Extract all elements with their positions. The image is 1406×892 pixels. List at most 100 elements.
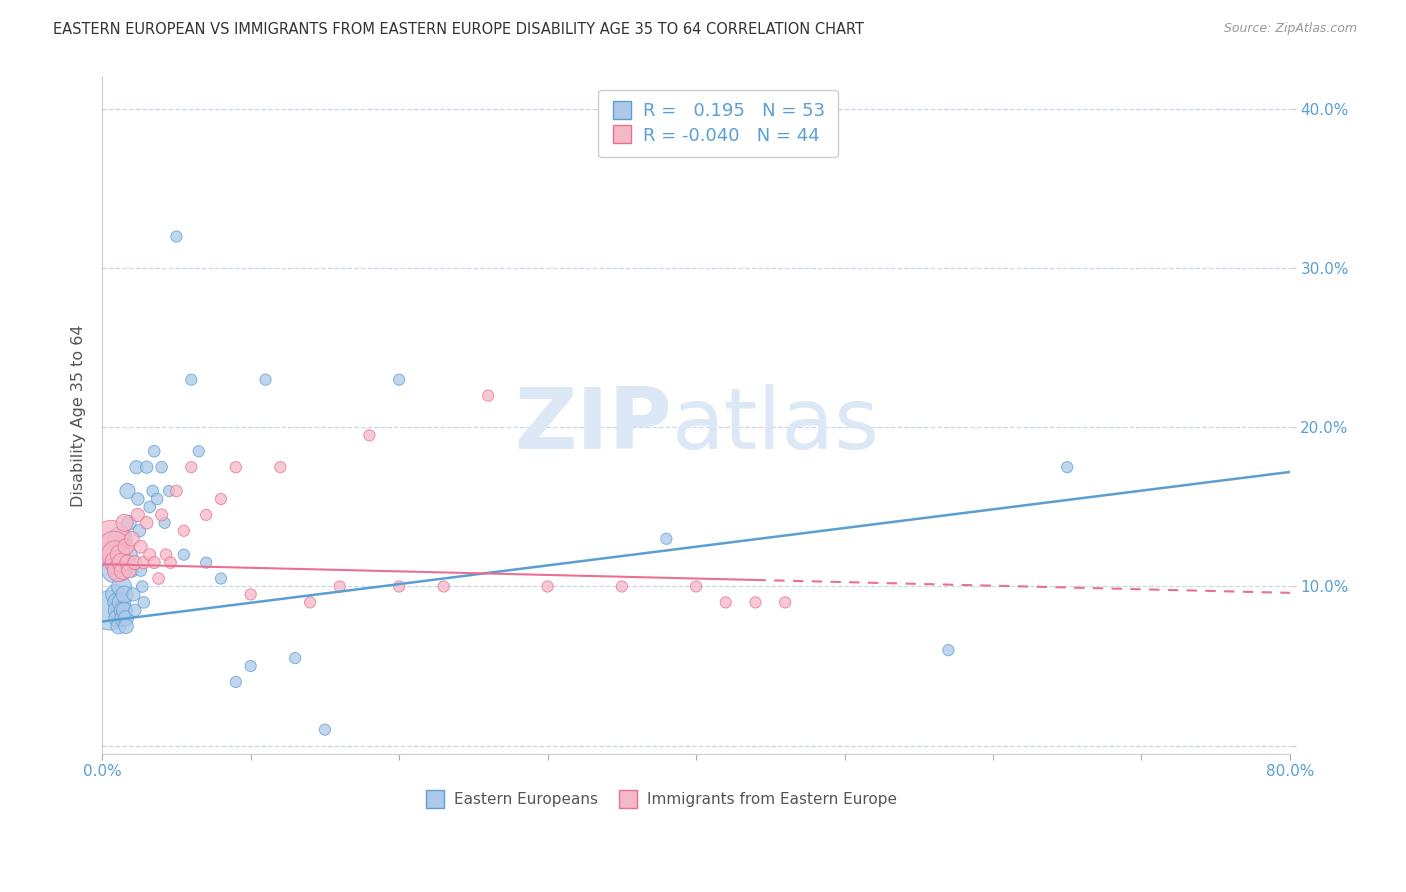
Point xyxy=(239,587,262,601)
Point xyxy=(314,723,336,737)
Y-axis label: Disability Age 35 to 64: Disability Age 35 to 64 xyxy=(72,324,86,507)
Text: atlas: atlas xyxy=(672,384,880,467)
Point xyxy=(111,603,134,617)
Point xyxy=(135,460,157,475)
Point xyxy=(610,579,633,593)
Point xyxy=(165,229,187,244)
Point xyxy=(138,500,160,514)
Point xyxy=(127,491,149,506)
Point xyxy=(124,603,146,617)
Point xyxy=(111,564,134,578)
Point xyxy=(117,483,139,498)
Point xyxy=(129,564,152,578)
Point xyxy=(744,595,766,609)
Point xyxy=(195,556,218,570)
Point xyxy=(135,516,157,530)
Point xyxy=(1056,460,1078,475)
Point xyxy=(655,532,678,546)
Point xyxy=(131,579,153,593)
Point xyxy=(114,587,136,601)
Point xyxy=(173,524,195,538)
Point xyxy=(108,532,131,546)
Point xyxy=(388,579,411,593)
Point xyxy=(115,540,138,554)
Point xyxy=(477,388,499,402)
Point xyxy=(107,564,129,578)
Point xyxy=(101,548,124,562)
Point xyxy=(98,603,121,617)
Point xyxy=(299,595,322,609)
Point xyxy=(118,516,141,530)
Point xyxy=(129,540,152,554)
Point xyxy=(329,579,352,593)
Point xyxy=(110,556,132,570)
Point xyxy=(117,556,139,570)
Point xyxy=(103,564,125,578)
Point xyxy=(143,444,166,458)
Point xyxy=(120,548,142,562)
Point xyxy=(111,611,134,625)
Point xyxy=(110,595,132,609)
Point xyxy=(105,556,128,570)
Point xyxy=(114,603,136,617)
Point xyxy=(125,460,148,475)
Point xyxy=(254,373,277,387)
Point xyxy=(146,491,169,506)
Point xyxy=(108,548,131,562)
Point xyxy=(132,556,155,570)
Point xyxy=(173,548,195,562)
Point xyxy=(773,595,796,609)
Point xyxy=(104,548,127,562)
Point xyxy=(938,643,960,657)
Point xyxy=(180,373,202,387)
Point xyxy=(433,579,456,593)
Point xyxy=(269,460,291,475)
Point xyxy=(127,508,149,522)
Point xyxy=(103,540,125,554)
Point xyxy=(388,373,411,387)
Point xyxy=(209,572,232,586)
Point xyxy=(225,460,247,475)
Point xyxy=(150,508,173,522)
Point xyxy=(142,483,165,498)
Point xyxy=(180,460,202,475)
Point xyxy=(105,611,128,625)
Point xyxy=(714,595,737,609)
Point xyxy=(159,556,181,570)
Point xyxy=(536,579,558,593)
Point xyxy=(118,564,141,578)
Point xyxy=(132,595,155,609)
Point xyxy=(108,564,131,578)
Point xyxy=(225,674,247,689)
Point xyxy=(284,651,307,665)
Point xyxy=(187,444,209,458)
Point xyxy=(157,483,180,498)
Point xyxy=(105,595,128,609)
Point xyxy=(209,491,232,506)
Point xyxy=(128,524,150,538)
Point xyxy=(153,516,176,530)
Point xyxy=(121,564,143,578)
Point xyxy=(100,532,122,546)
Point xyxy=(104,587,127,601)
Point xyxy=(143,556,166,570)
Point xyxy=(115,611,138,625)
Point xyxy=(359,428,381,442)
Point xyxy=(150,460,173,475)
Legend: Eastern Europeans, Immigrants from Eastern Europe: Eastern Europeans, Immigrants from Easte… xyxy=(418,786,903,814)
Point xyxy=(121,532,143,546)
Point xyxy=(239,659,262,673)
Point xyxy=(155,548,177,562)
Text: Source: ZipAtlas.com: Source: ZipAtlas.com xyxy=(1223,22,1357,36)
Point xyxy=(122,587,145,601)
Point xyxy=(165,483,187,498)
Point xyxy=(124,556,146,570)
Point xyxy=(115,619,138,633)
Point xyxy=(195,508,218,522)
Point xyxy=(114,516,136,530)
Text: ZIP: ZIP xyxy=(515,384,672,467)
Point xyxy=(110,579,132,593)
Point xyxy=(138,548,160,562)
Point xyxy=(685,579,707,593)
Point xyxy=(105,603,128,617)
